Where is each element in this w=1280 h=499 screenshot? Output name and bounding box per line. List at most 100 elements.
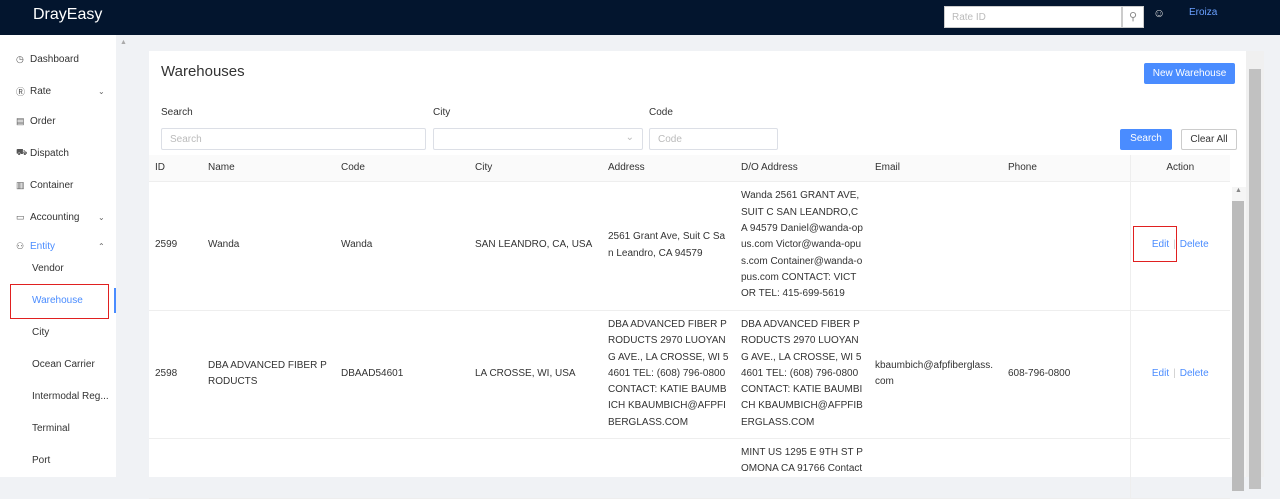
cell-action: Edit | Delete [1129,181,1230,311]
cell-do-address: Wanda 2561 GRANT AVE, SUIT C SAN LEANDRO… [735,181,869,311]
cell-action [1129,438,1230,499]
dashboard-icon: ◷ [16,53,24,64]
cell-name [202,438,335,499]
cell-action: Edit | Delete [1129,310,1230,439]
column-header: Address [602,155,735,182]
cell-address: 2561 Grant Ave, Suit C San Leandro, CA 9… [602,181,735,311]
cell-city: SAN LEANDRO, CA, USA [469,181,602,311]
cell-code: DBAAD54601 [335,310,469,439]
sidebar-item-label: Order [30,115,56,127]
order-icon: ▤ [16,115,25,126]
code-input[interactable]: Code [649,128,778,150]
search-icon[interactable]: ⚲ [1122,6,1144,28]
delete-link[interactable]: Delete [1179,239,1209,251]
user-menu[interactable]: Eroiza [1189,7,1218,18]
cell-do-address: MINT US 1295 E 9TH ST POMONA CA 91766 Co… [735,438,869,499]
cell-phone [1002,181,1130,311]
sidebar-item-label: Accounting [30,211,80,223]
sidebar-subitem-port[interactable]: Port [32,454,51,466]
column-header: Email [869,155,1002,182]
warehouse-table: ID Name Code City Address D/O Address Email Pho… [149,155,1230,499]
cell-address: DBA ADVANCED FIBER PRODUCTS 2970 LUOYANG… [602,310,735,439]
sidebar-subitem-vendor[interactable]: Vendor [32,262,64,274]
search-button[interactable]: Search [1120,129,1172,150]
highlight-box [10,284,109,319]
dispatch-icon: ⛟ [16,147,28,157]
cell-id: 2598 [149,310,202,439]
chat-icon[interactable]: ☺ [1153,6,1166,20]
cell-id [149,438,202,499]
rate-icon: Ⓡ [16,86,26,97]
sidebar-item-rate[interactable]: Ⓡ Rate ⌄ [0,81,116,101]
column-header: Name [202,155,335,182]
column-header: Code [335,155,469,182]
cell-phone [1002,438,1130,499]
sidebar-subitem-city[interactable]: City [32,326,50,338]
scroll-up-icon[interactable]: ▲ [120,39,127,46]
sidebar-subitem-warehouse[interactable]: Warehouse [32,294,83,306]
container-icon: ▥ [16,179,25,190]
sidebar-item-dashboard[interactable]: ◷ Dashboard [0,49,116,69]
cell-email [869,181,1002,311]
cell-name: Wanda [202,181,335,311]
cell-code: Wanda [335,181,469,311]
sidebar-subitem-ocean-carrier[interactable]: Ocean Carrier [32,358,95,370]
column-header: City [469,155,602,182]
chevron-icon: ⌄ [98,86,105,96]
cell-phone: 608-796-0800 [1002,310,1130,439]
new-warehouse-button[interactable]: New Warehouse [1144,63,1235,84]
city-select[interactable]: ⌄ [433,128,643,150]
delete-link[interactable]: Delete [1179,367,1209,379]
sidebar: ◷ Dashboard Ⓡ Rate ⌄ ▤ Order ⛟ Dispatch ▥ Containe… [0,35,116,477]
clear-all-button[interactable]: Clear All [1181,129,1237,150]
search-label: Search [161,107,193,118]
top-bar: DrayEasy Rate ID ⚲ ☺ Eroiza [0,0,1280,35]
sidebar-item-entity[interactable]: ⚇ Entity ⌃ [0,236,116,256]
cell-email [869,438,1002,499]
accounting-icon: ▭ [16,211,25,222]
rate-id-input[interactable]: Rate ID [944,6,1122,28]
divider: | [1173,239,1176,251]
code-label: Code [649,107,673,118]
sidebar-item-label: Rate [30,85,52,97]
chevron-down-icon: ⌄ [625,132,634,143]
table-row: 2599 Wanda Wanda SAN LEANDRO, CA, USA 2561 G… [149,181,1230,311]
logo[interactable]: DrayEasy [33,6,103,23]
column-header: Phone [1002,155,1130,182]
cell-code [335,438,469,499]
edit-link[interactable]: Edit [1151,239,1170,251]
sidebar-item-label: Dispatch [30,147,69,159]
sidebar-item-container[interactable]: ▥ Container [0,175,116,195]
cell-do-address: DBA ADVANCED FIBER PRODUCTS 2970 LUOYANG… [735,310,869,439]
cell-email: kbaumbich@afpfiberglass.com [869,310,1002,439]
divider: | [1173,367,1176,379]
column-header: Action [1129,155,1230,182]
table-scrollbar[interactable]: ▲ [1232,187,1246,491]
cell-city: LA CROSSE, WI, USA [469,310,602,439]
entity-icon: ⚇ [16,240,25,251]
sidebar-subitem-terminal[interactable]: Terminal [32,422,70,434]
search-input[interactable]: Search [161,128,426,150]
cell-city [469,438,602,499]
column-header: D/O Address [735,155,869,182]
column-header: ID [149,155,202,182]
table-row: 2598 DBA ADVANCED FIBER PRODUCTS DBAAD5460… [149,310,1230,439]
chevron-icon: ⌄ [98,212,105,222]
page-title: Warehouses [161,63,245,80]
table-row: MINT US 1295 E 9TH ST POMONA CA 91766 Co… [149,438,1230,499]
warehouses-card: Warehouses New Warehouse Search City Cod… [149,51,1246,499]
sidebar-item-order[interactable]: ▤ Order [0,111,116,131]
sidebar-subitem-intermodal-reg-[interactable]: Intermodal Reg... [32,390,109,402]
cell-name: DBA ADVANCED FIBER PRODUCTS [202,310,335,439]
sidebar-item-label: Dashboard [30,53,79,65]
edit-link[interactable]: Edit [1151,367,1170,379]
cell-id: 2599 [149,181,202,311]
sidebar-item-dispatch[interactable]: ⛟ Dispatch [0,143,116,163]
sidebar-item-label: Entity [30,240,56,252]
chevron-icon: ⌃ [98,241,105,251]
sidebar-item-label: Container [30,179,74,191]
sidebar-item-accounting[interactable]: ▭ Accounting ⌄ [0,207,116,227]
city-label: City [433,107,451,118]
highlight-box [1133,226,1177,262]
page-scrollbar[interactable] [1246,51,1264,489]
